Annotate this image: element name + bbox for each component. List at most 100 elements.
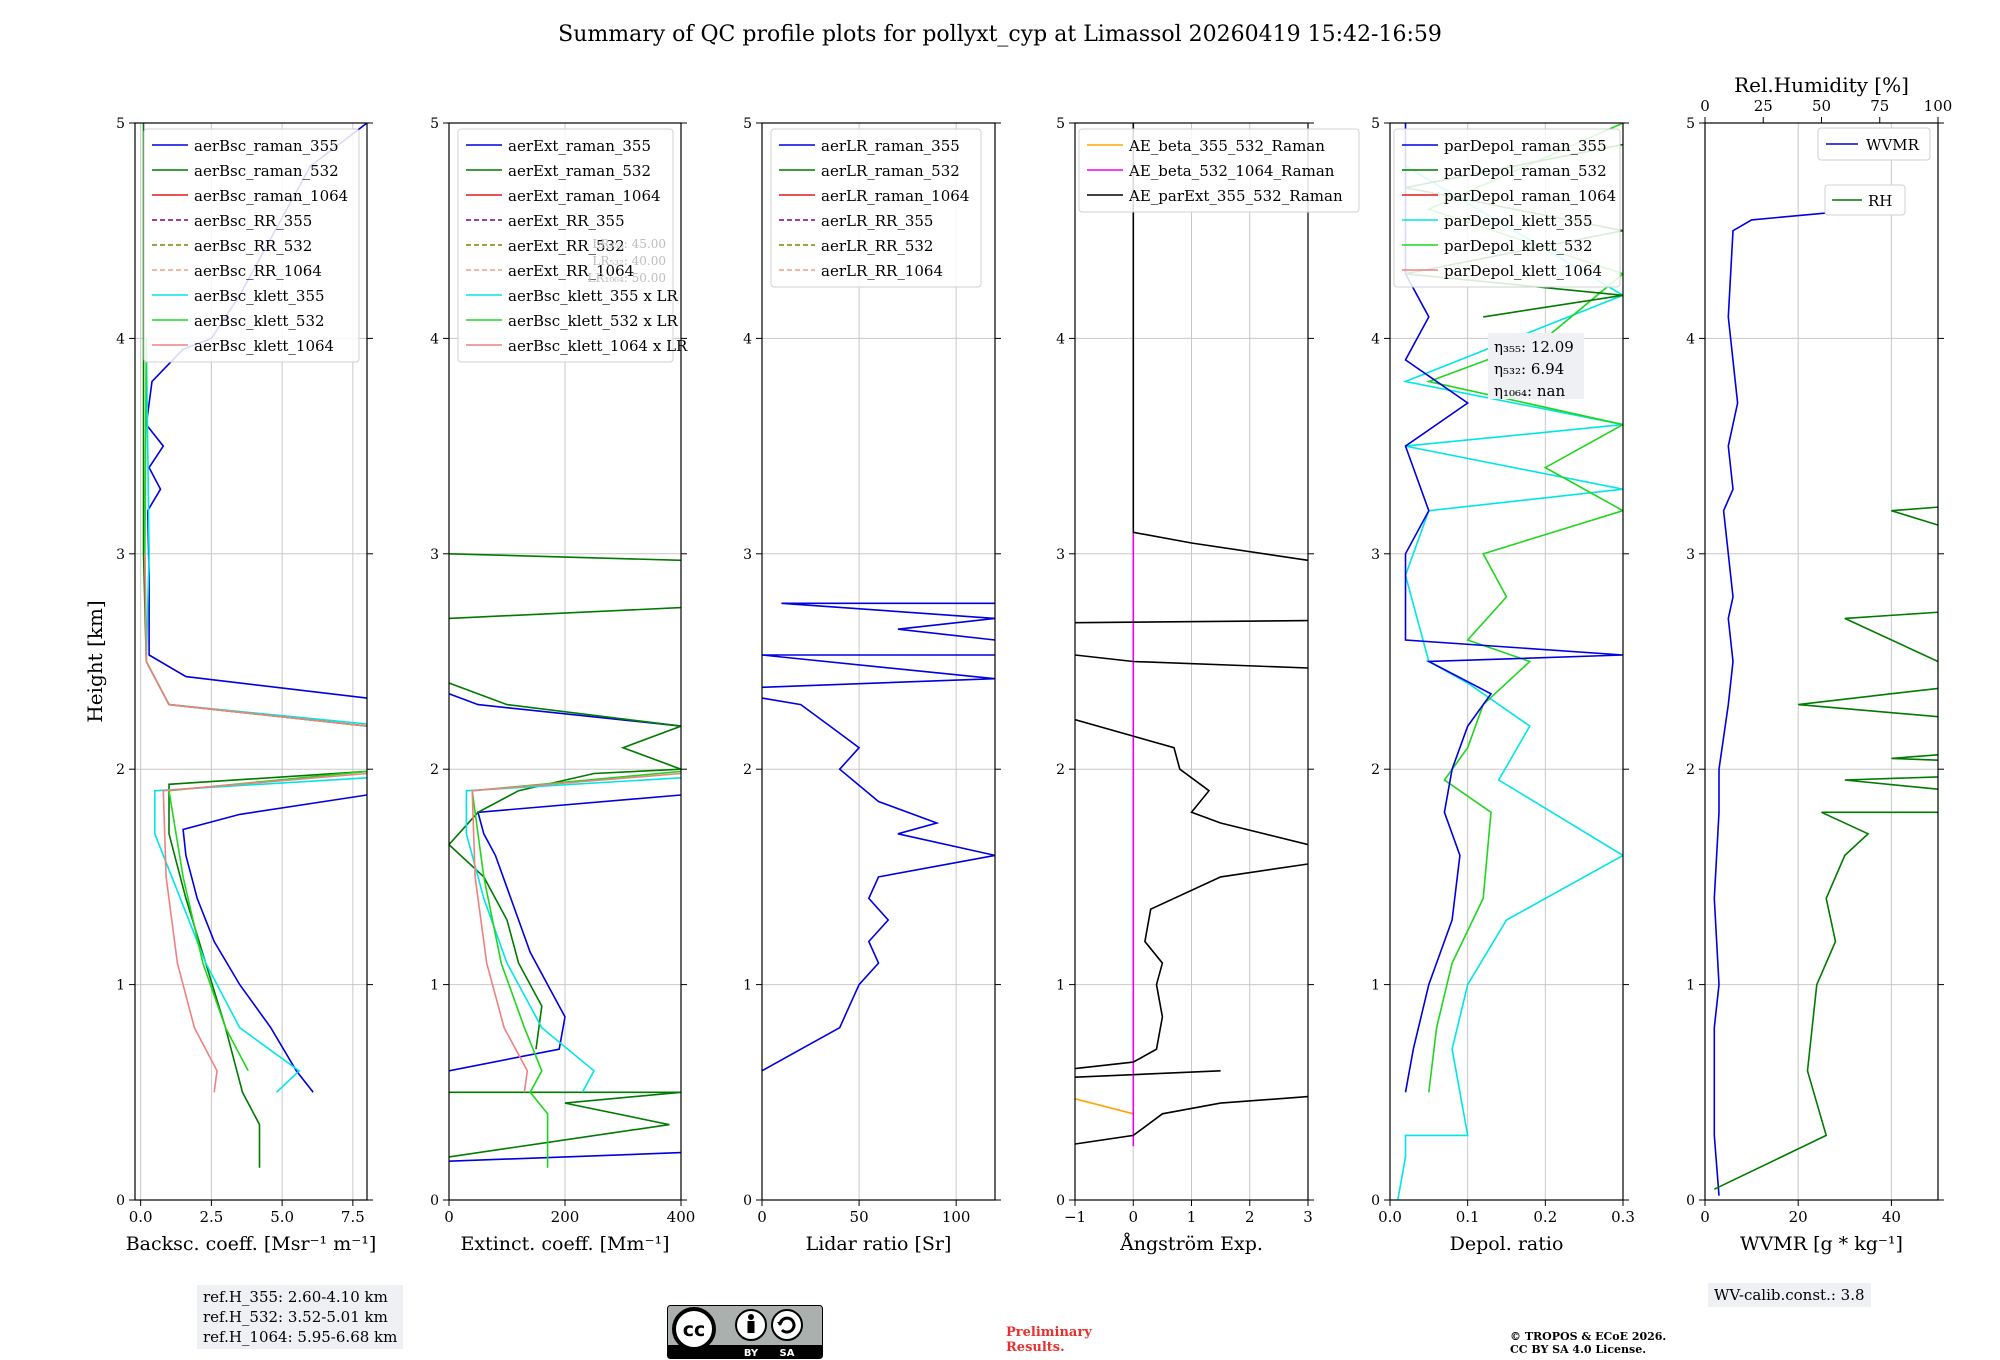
x-tick-label: 0 (1700, 1208, 1710, 1226)
ref-height-355: ref.H_355: 2.60-4.10 km (203, 1288, 388, 1306)
series-aerBsc_klett_532_upper (144, 338, 367, 727)
reference-heights-box: ref.H_355: 2.60-4.10 km ref.H_532: 3.52-… (197, 1285, 404, 1349)
legend-label-aerExt_raman_532: aerExt_raman_532 (508, 162, 651, 180)
series-aerExt_raman_355 (449, 1151, 681, 1162)
x-tick-label: 40 (1882, 1208, 1901, 1226)
legend-box (770, 128, 982, 288)
x-tick-label: 100 (942, 1208, 971, 1226)
series-aerBsc_klett_1064 (162, 772, 367, 1093)
legend-label-parDepol_klett_1064: parDepol_klett_1064 (1444, 262, 1602, 280)
series-aerBsc_klett_1064 x LR (471, 772, 681, 1093)
y-tick-label: 1 (743, 978, 752, 994)
legend-label-WVMR: WVMR (1866, 136, 1920, 154)
lidar-ratio-info: LR₁₀₆₄: 50.00 (588, 271, 666, 285)
lidar-ratio-info: LR₃₅₅: 45.00 (592, 237, 666, 251)
y-tick-label: 5 (116, 116, 125, 132)
y-tick-label: 5 (1686, 116, 1695, 132)
y-tick-label: 1 (116, 978, 125, 994)
y-axis-label: Height [km] (83, 600, 107, 722)
y-tick-label: 4 (743, 331, 752, 347)
x-axis-label: Backsc. coeff. [Msr⁻¹ m⁻¹] (126, 1233, 377, 1255)
legend-label-AE_parExt_355_532_Raman: AE_parExt_355_532_Raman (1128, 187, 1343, 205)
axes-frame (134, 122, 368, 1201)
x-tick-label: 2 (1245, 1208, 1255, 1226)
y-tick-label: 1 (430, 978, 439, 994)
series-RH (1713, 423, 1938, 1190)
cc-logo-text: cc (683, 1319, 706, 1341)
series-aerExt_raman_355_b (449, 794, 681, 1072)
copyright-line-2: CC BY SA 4.0 License. (1510, 1343, 1647, 1356)
legend-label-parDepol_klett_355: parDepol_klett_355 (1444, 212, 1593, 230)
x-tick-label: 0.2 (1533, 1208, 1557, 1226)
x-axis-label: WVMR [g * kg⁻¹] (1740, 1233, 1903, 1255)
legend-label-aerLR_raman_355: aerLR_raman_355 (821, 137, 960, 155)
legend-box (1078, 128, 1360, 213)
y-tick-label: 0 (1056, 1193, 1065, 1209)
y-tick-label: 0 (1686, 1193, 1695, 1209)
y-tick-label: 3 (1056, 547, 1065, 563)
series-WVMR (1713, 208, 1869, 1196)
top-x-tick-label: 0 (1700, 97, 1710, 115)
legend-label-aerBsc_klett_532 x LR: aerBsc_klett_532 x LR (508, 312, 679, 330)
series-AE_parExt_355_532_Raman_g (1132, 123, 1308, 562)
series-aerExt_raman_532 (449, 1091, 681, 1158)
y-tick-label: 3 (743, 547, 752, 563)
legend-label-aerExt_RR_355: aerExt_RR_355 (508, 212, 625, 230)
x-tick-label: 0 (757, 1208, 767, 1226)
x-tick-label: 50 (850, 1208, 869, 1226)
y-tick-label: 3 (116, 547, 125, 563)
series-group (1075, 123, 1308, 1147)
y-tick-label: 4 (116, 331, 125, 347)
x-axis-label: Extinct. coeff. [Mm⁻¹] (460, 1233, 669, 1255)
y-tick-label: 2 (1371, 762, 1380, 778)
legend-box (143, 128, 360, 363)
top-axis-label: Rel.Humidity [%] (1734, 73, 1909, 97)
y-tick-label: 0 (116, 1193, 125, 1209)
y-tick-label: 5 (1056, 116, 1065, 132)
legend-label-aerBsc_RR_532: aerBsc_RR_532 (194, 237, 312, 255)
legend-label-AE_beta_355_532_Raman: AE_beta_355_532_Raman (1128, 137, 1325, 155)
preliminary-results-note: Preliminary Results. (1006, 1325, 1092, 1355)
ref-height-532: ref.H_532: 3.52-5.01 km (203, 1308, 388, 1326)
series-AE_parExt_355_532_Raman_c (1075, 863, 1308, 1070)
legend-label-aerBsc_raman_532: aerBsc_raman_532 (194, 162, 339, 180)
depol-info-box (1488, 333, 1584, 399)
y-tick-label: 5 (1371, 116, 1380, 132)
legend-label-aerBsc_raman_355: aerBsc_raman_355 (194, 137, 339, 155)
series-AE_parExt_355_532_Raman_d (1075, 718, 1308, 846)
series-group (762, 602, 995, 1072)
y-tick-label: 4 (1056, 331, 1065, 347)
legend-box (1393, 128, 1621, 288)
depol-info-text: η₁₀₆₄: nan (1494, 382, 1565, 400)
y-tick-label: 3 (1371, 547, 1380, 563)
series-aerLR_raman_355 (762, 697, 995, 1072)
legend-label-aerLR_RR_1064: aerLR_RR_1064 (821, 262, 943, 280)
y-tick-label: 2 (430, 762, 439, 778)
copyright-note: © TROPOS & ECoE 2026. CC BY SA 4.0 Licen… (1510, 1330, 1666, 1356)
legend-label-aerExt_RR_1064: aerExt_RR_1064 (508, 262, 634, 280)
legend-label-aerExt_raman_1064: aerExt_raman_1064 (508, 187, 661, 205)
x-tick-label: 1 (1187, 1208, 1197, 1226)
top-x-tick-label: 75 (1870, 97, 1889, 115)
legend-label-parDepol_raman_532: parDepol_raman_532 (1444, 162, 1607, 180)
x-axis-label: Ångström Exp. (1119, 1233, 1263, 1255)
panel-depol: 0 1 2 3 4 5 0.0 0.1 0.2 0.3 Depol. ratio parDepol_r… (1371, 116, 1635, 1255)
x-tick-label: 7.5 (341, 1208, 365, 1226)
x-tick-label: 0.0 (129, 1208, 153, 1226)
panel-bsc: 0 1 2 3 4 5 0.0 2.5 5.0 7.5 Backsc. coeff. [Msr⁻¹ … (83, 116, 376, 1255)
y-tick-label: 4 (430, 331, 439, 347)
ref-height-1064: ref.H_1064: 5.95-6.68 km (203, 1328, 398, 1346)
y-tick-label: 3 (1686, 547, 1695, 563)
series-aerBsc_klett_532 x LR (471, 770, 681, 1168)
legend-label-aerBsc_klett_355: aerBsc_klett_355 (194, 287, 325, 305)
panel-ext: 0 1 2 3 4 5 0 200 400 Extinct. coeff. [Mm⁻¹] aerEx… (430, 116, 695, 1255)
axes-frame (1389, 122, 1624, 1201)
series-group (1713, 208, 1938, 1196)
y-tick-label: 2 (1056, 762, 1065, 778)
series-aerBsc_klett_355_upper (145, 338, 367, 725)
series-aerExt_raman_532_c (449, 606, 681, 620)
x-axis-label: Lidar ratio [Sr] (806, 1233, 952, 1255)
